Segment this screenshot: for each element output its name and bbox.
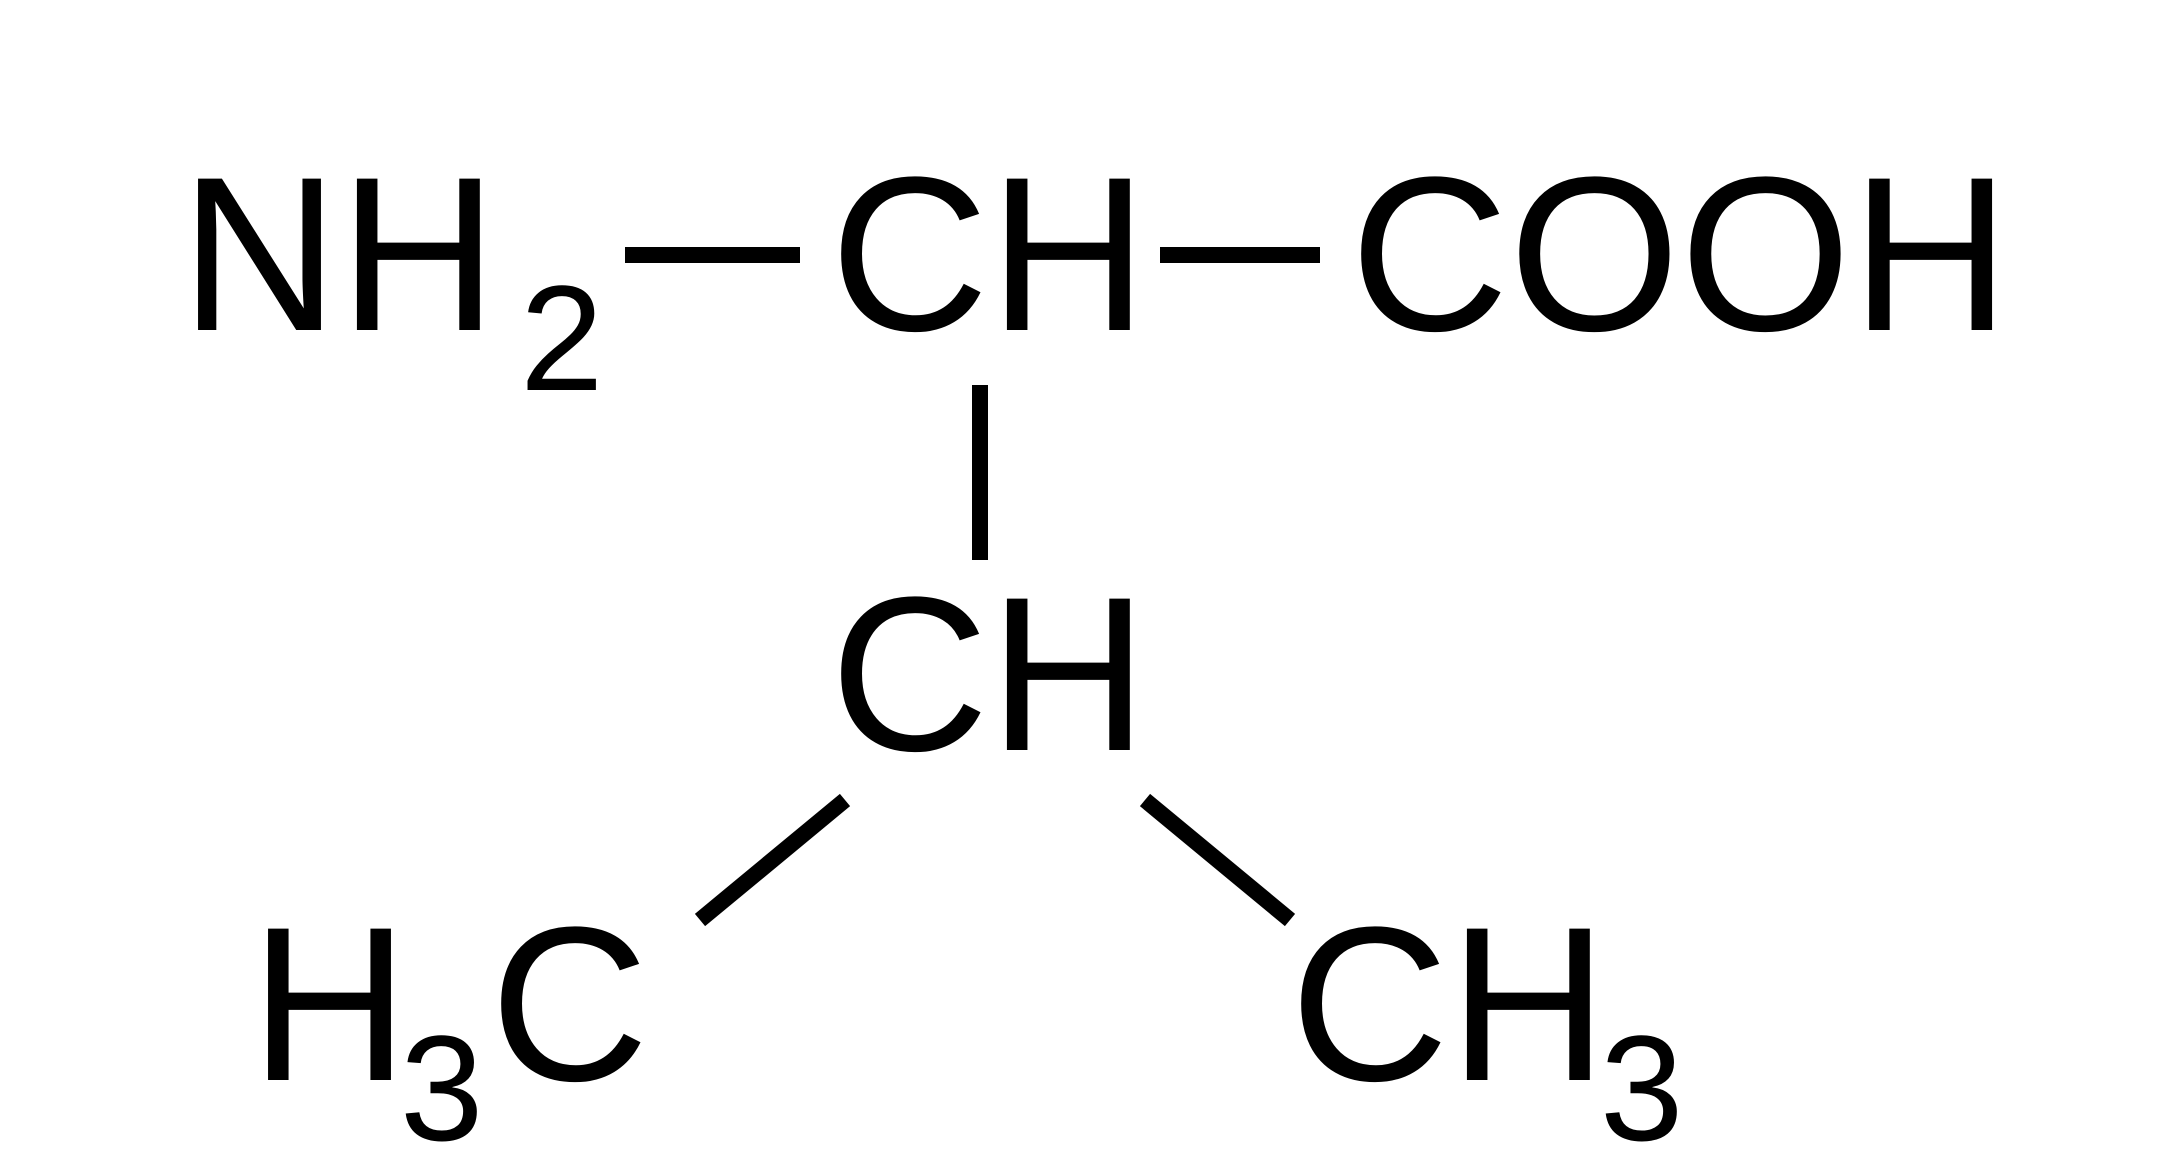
group-h3c-pre: H <box>250 881 409 1127</box>
group-nh2: NH <box>180 131 498 377</box>
group-cooh: COOH <box>1350 131 2010 377</box>
group-h3c: C <box>490 881 649 1127</box>
molecule-diagram: NH 2 CH COOH CH H 3 C CH 3 <box>0 0 2158 1170</box>
group-h3c-sub: 3 <box>400 1004 483 1170</box>
group-ch3: CH <box>1290 881 1608 1127</box>
bond-ch-h3c <box>700 800 845 920</box>
bond-ch-ch3 <box>1145 800 1290 920</box>
group-ch-alpha: CH <box>830 131 1148 377</box>
group-ch3-sub: 3 <box>1600 1004 1683 1170</box>
group-ch-beta: CH <box>830 551 1148 797</box>
group-nh2-sub: 2 <box>520 254 603 422</box>
